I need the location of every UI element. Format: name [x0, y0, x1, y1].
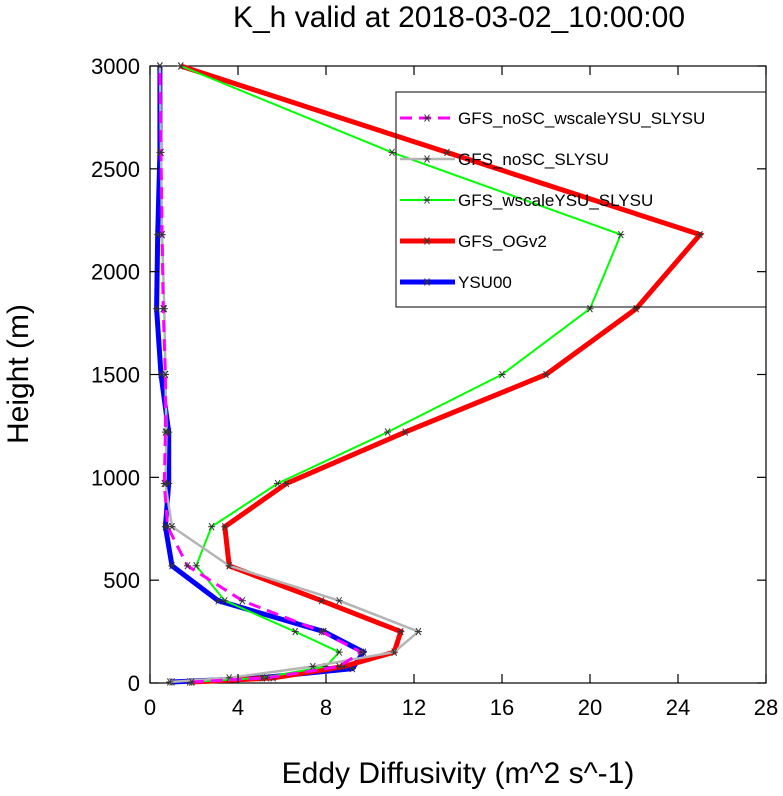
series-point — [221, 522, 228, 531]
series-point — [162, 428, 169, 436]
series-line — [154, 66, 368, 685]
series-point — [697, 230, 703, 239]
series-point — [444, 148, 450, 157]
series-point — [292, 627, 299, 636]
series-point — [318, 627, 325, 636]
x-tick-label: 24 — [666, 695, 690, 720]
x-tick-label: 16 — [490, 695, 514, 720]
series-point — [188, 678, 195, 686]
series-point — [154, 230, 161, 239]
series-point — [543, 370, 549, 379]
series-YSU00 — [153, 62, 368, 686]
series-point — [161, 479, 168, 488]
series-point — [221, 596, 228, 605]
y-axis-label: Height (m) — [2, 304, 35, 444]
y-tick-label: 500 — [103, 568, 140, 593]
series-GFS_noSC_wscaleYSU_SLYSU — [156, 62, 365, 686]
series-point — [424, 155, 430, 163]
legend-label: GFS_noSC_wscaleYSU_SLYSU — [458, 109, 705, 128]
series-point — [424, 196, 430, 204]
series-point — [617, 230, 624, 239]
series-point — [169, 561, 175, 570]
y-tick-label: 1000 — [91, 465, 140, 490]
x-tick-label: 8 — [320, 695, 332, 720]
series-point — [499, 370, 505, 379]
series-point — [208, 522, 215, 531]
y-axis: 0 500 1000 1500 2000 2500 3000 — [91, 54, 766, 696]
series-point — [215, 596, 222, 605]
series-point — [164, 522, 171, 531]
legend-item: GFS_OGv2 — [400, 232, 547, 251]
series-point — [157, 62, 163, 70]
series-layer — [153, 62, 705, 686]
legend-item: GFS_noSC_wscaleYSU_SLYSU — [400, 109, 705, 128]
y-tick-label: 2000 — [91, 260, 140, 285]
legend-frame — [395, 91, 767, 308]
y-tick-label: 3000 — [91, 54, 140, 79]
series-point — [158, 148, 164, 157]
legend-label: GFS_wscaleYSU_SLYSU — [458, 191, 653, 210]
series-GFS_OGv2 — [177, 62, 705, 686]
x-tick-label: 12 — [402, 695, 426, 720]
series-point — [177, 62, 184, 70]
series-point — [349, 664, 356, 673]
series-point — [424, 114, 430, 122]
legend-item: YSU00 — [400, 273, 512, 292]
x-tick-label: 28 — [754, 695, 778, 720]
series-point — [226, 561, 233, 570]
series-point — [263, 674, 270, 682]
series-point — [587, 304, 593, 313]
y-tick-label: 0 — [128, 671, 140, 696]
legend-item: GFS_noSC_SLYSU — [400, 150, 609, 169]
series-point — [166, 678, 173, 686]
legend-label: YSU00 — [458, 273, 512, 292]
series-point — [402, 428, 409, 436]
series-point — [226, 674, 233, 682]
series-GFS_noSC_SLYSU — [156, 62, 422, 686]
series-point — [160, 304, 167, 313]
series-point — [424, 237, 430, 245]
series-point — [336, 648, 343, 656]
series-point — [158, 370, 164, 379]
series-point — [391, 648, 398, 656]
series-point — [389, 148, 395, 157]
series-point — [159, 230, 165, 239]
x-axis-label: Eddy Diffusivity (m^2 s^-1) — [282, 757, 635, 790]
series-point — [633, 304, 640, 313]
series-point — [415, 627, 422, 636]
series-point — [309, 662, 316, 671]
series-point — [274, 479, 281, 488]
x-tick-label: 0 — [144, 695, 156, 720]
series-point — [193, 561, 200, 570]
series-point — [336, 662, 343, 671]
legend-label: GFS_noSC_SLYSU — [458, 150, 609, 169]
series-point — [318, 596, 325, 605]
x-axis: 0 4 8 12 16 20 24 28 — [144, 66, 778, 720]
series-point — [259, 674, 266, 682]
series-point — [358, 648, 365, 656]
x-tick-label: 4 — [232, 695, 244, 720]
series-point — [153, 304, 160, 313]
legend: GFS_noSC_wscaleYSU_SLYSU GFS_noSC_SLYSU GF… — [395, 91, 767, 308]
series-point — [184, 561, 191, 570]
series-point — [283, 479, 290, 488]
legend-label: GFS_OGv2 — [458, 232, 547, 251]
plot-area: 0 4 8 12 16 20 24 28 0 500 1000 1500 2000 2500 3000 — [91, 54, 778, 720]
series-point — [336, 596, 343, 605]
y-tick-label: 1500 — [91, 363, 140, 388]
series-point — [424, 278, 430, 286]
series-point — [397, 627, 404, 636]
series-line — [158, 65, 365, 684]
series-point — [384, 428, 391, 436]
series-point — [239, 596, 246, 605]
chart-title: K_h valid at 2018-03-02_10:00:00 — [233, 1, 685, 34]
x-tick-label: 20 — [578, 695, 602, 720]
y-tick-label: 2500 — [91, 157, 140, 182]
legend-item: GFS_wscaleYSU_SLYSU — [400, 191, 653, 210]
series-point — [162, 370, 169, 379]
